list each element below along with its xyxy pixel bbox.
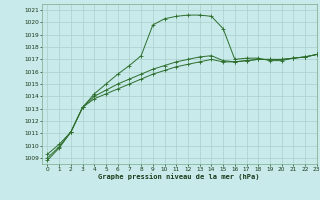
X-axis label: Graphe pression niveau de la mer (hPa): Graphe pression niveau de la mer (hPa) [99,173,260,180]
